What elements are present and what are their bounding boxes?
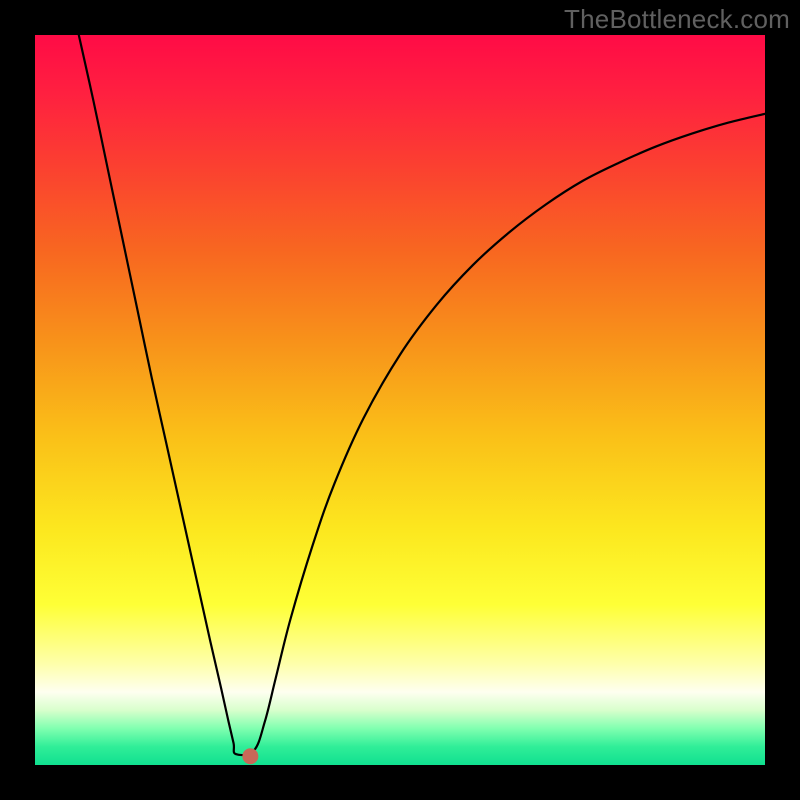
chart-svg xyxy=(0,0,800,800)
bottleneck-chart: TheBottleneck.com xyxy=(0,0,800,800)
chart-plot-background xyxy=(35,35,765,765)
watermark-text: TheBottleneck.com xyxy=(564,4,790,35)
optimal-point-marker xyxy=(242,748,258,764)
